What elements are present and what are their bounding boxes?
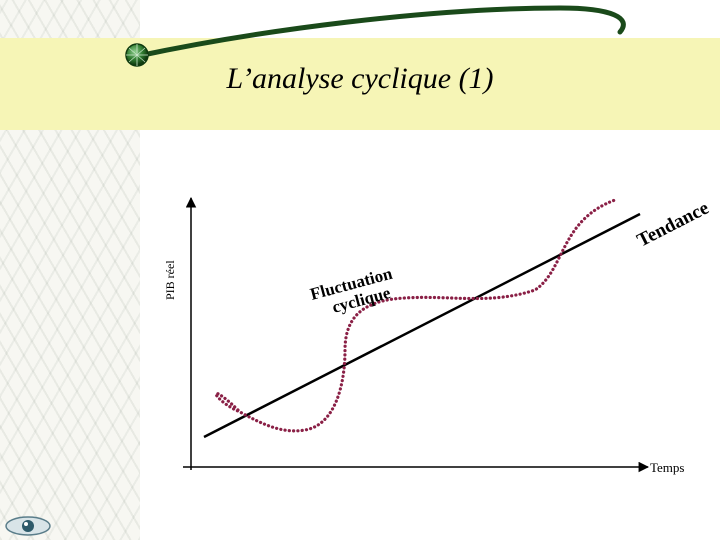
header-swoosh (135, 5, 626, 59)
trend-label: Tendance (634, 198, 713, 252)
title-band (0, 38, 720, 130)
cyclical-fluctuation-curve (214, 198, 617, 433)
page-title: L’analyse cyclique (1) (226, 62, 494, 95)
x-axis-label: Temps (650, 460, 684, 475)
trend-line (203, 212, 641, 439)
y-axis-label: PIB réel (163, 260, 177, 300)
green-orb-icon (125, 43, 149, 67)
eye-logo-icon (5, 516, 51, 536)
